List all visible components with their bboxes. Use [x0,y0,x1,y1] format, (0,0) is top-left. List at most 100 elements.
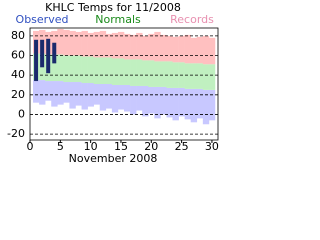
record-high-band [202,35,210,65]
normal-band [190,63,198,89]
x-tick-label: 15 [114,140,128,153]
record-low-band [142,85,149,117]
record-high-band [160,34,167,62]
record-low-band [160,86,167,115]
legend-entry: Observed [16,13,69,26]
legend-entry: Normals [95,13,141,26]
record-low-band [69,82,76,109]
y-tick-label: 80 [11,29,25,42]
x-tick-label: 30 [205,140,219,153]
chart: KHLC Temps for 11/2008 November 2008 Obs… [7,1,219,165]
record-low-band [75,82,82,106]
y-tick-label: 20 [11,88,25,101]
record-low-band [93,84,101,105]
record-high-band [166,35,173,62]
record-low-band [166,87,173,118]
normal-band [87,56,94,84]
y-tick-label: -20 [7,127,25,140]
normal-band [142,60,149,86]
record-high-band [208,37,216,65]
normal-band [111,58,119,85]
record-low-band [208,89,216,121]
plot-frame [29,27,219,141]
record-high-band [124,33,131,60]
record-high-band [148,33,155,61]
normal-band [75,55,82,83]
record-high-band [142,35,149,61]
normal-band [57,54,64,82]
record-high-band [196,36,204,64]
y-tick-label: 0 [18,107,25,120]
normal-band [51,54,58,82]
record-high-band [57,28,64,55]
legend-entry: Records [170,13,214,26]
normal-band [117,58,125,85]
record-low-band [178,87,185,117]
x-tick-label: 20 [144,140,158,153]
normal-band [202,64,210,90]
record-high-band [105,33,113,58]
normal-band [93,57,101,84]
observed-bar [40,39,45,68]
record-low-band [136,85,143,111]
record-low-band [39,80,46,105]
record-low-band [117,84,125,110]
record-low-band [124,84,131,112]
record-low-band [154,86,161,119]
normal-band [69,55,76,83]
record-high-band [184,34,192,64]
normal-band [148,60,155,87]
record-high-band [117,31,125,59]
x-tick-label: 10 [84,140,98,153]
record-low-band [148,86,155,114]
record-high-band [51,30,58,55]
record-high-band [63,29,70,56]
record-high-band [99,30,107,58]
normal-band [105,57,113,84]
observed-bar [52,42,57,64]
record-high-band [75,31,82,56]
observed-bar [34,39,39,82]
y-tick-label: 40 [11,68,25,81]
normal-band [136,59,143,86]
record-low-band [172,87,179,121]
record-high-band [178,35,185,63]
normal-band [196,63,204,89]
normal-band [208,64,216,90]
record-low-band [63,82,70,103]
record-low-band [111,84,119,113]
y-tick-label: 60 [11,49,25,62]
normal-band [160,61,167,87]
record-low-band [57,81,64,105]
chart-title: KHLC Temps for 11/2008 [45,1,181,14]
observed-bar [46,38,51,74]
record-low-band [81,83,88,110]
x-tick-label: 0 [27,140,34,153]
record-low-band [196,88,204,119]
record-high-band [111,32,119,59]
normal-band [124,59,131,85]
record-high-band [190,37,198,64]
record-low-band [51,81,58,107]
record-low-band [105,84,113,109]
x-tick-label: 5 [57,140,64,153]
record-high-band [87,32,94,57]
record-low-band [184,88,192,120]
record-high-band [154,31,161,62]
record-low-band [45,81,52,101]
record-high-band [81,30,88,57]
record-low-band [202,89,210,125]
normal-band [99,57,107,84]
normal-band [154,61,161,87]
x-tick-label: 25 [175,140,189,153]
record-low-band [130,85,137,115]
normal-band [81,56,88,84]
normal-band [130,59,137,86]
normal-band [166,61,173,88]
record-low-band [33,80,40,103]
record-high-band [172,36,179,63]
normal-band [63,55,70,83]
normal-band [184,63,192,89]
record-low-band [190,88,198,123]
record-high-band [69,30,76,56]
